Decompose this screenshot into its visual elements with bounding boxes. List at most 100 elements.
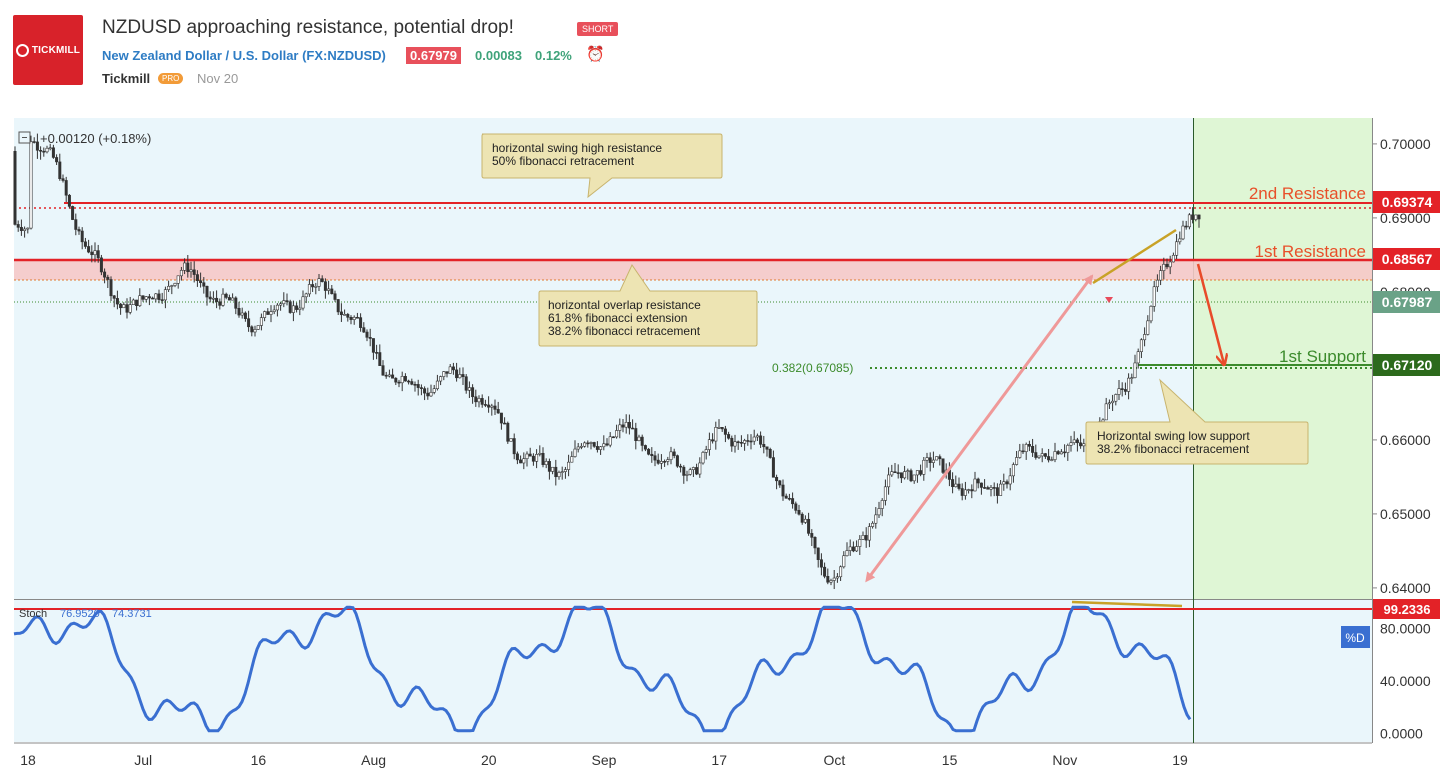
level-badge-r1: 0.68567	[1373, 248, 1440, 270]
candle-body	[679, 465, 683, 468]
annotation-swing-high[interactable]: horizontal swing high resistance 50% fib…	[481, 133, 723, 199]
candle-body	[272, 309, 276, 312]
candle-body	[864, 535, 868, 541]
candle-body	[733, 441, 737, 447]
support-1-text: 1st Support	[1279, 347, 1366, 366]
candle-body	[157, 293, 161, 300]
symbol-link[interactable]: New Zealand Dollar / U.S. Dollar (FX:NZD…	[102, 48, 386, 63]
candle-body	[138, 295, 142, 306]
candle-body	[1197, 214, 1201, 220]
candle-body	[423, 388, 427, 394]
candle-body	[919, 470, 923, 475]
candle-body	[928, 457, 932, 463]
candle-body	[275, 304, 279, 311]
candle-body	[115, 298, 119, 305]
candle-body	[1075, 439, 1079, 444]
candle-body	[762, 444, 766, 448]
candle-body	[672, 451, 676, 456]
candle-body	[1152, 286, 1156, 307]
candle-body	[29, 141, 33, 229]
candle-body	[87, 246, 91, 253]
divergence-trendline	[1092, 228, 1177, 285]
candle-body	[720, 427, 724, 430]
candle-body	[605, 443, 609, 446]
candle-body	[231, 297, 235, 301]
candle-body	[151, 297, 155, 300]
short-badge: SHORT	[577, 22, 619, 36]
candle-body	[1178, 238, 1182, 243]
candle-body	[1021, 450, 1025, 453]
candle-body	[730, 437, 734, 447]
candle-body	[407, 380, 411, 383]
candle-body	[285, 300, 289, 302]
collapse-toggle[interactable]	[18, 131, 31, 144]
price-tick-label: 0.64000	[1380, 580, 1431, 596]
candle-body	[650, 453, 654, 457]
candle-body	[119, 303, 123, 309]
candle-body	[1072, 439, 1076, 443]
candle-body	[1162, 263, 1166, 271]
candle-body	[522, 458, 526, 464]
price-tick-label: 0.66000	[1380, 432, 1431, 448]
candle-body	[1043, 453, 1047, 457]
candle-body	[99, 257, 103, 273]
candle-body	[586, 442, 590, 445]
candle-body	[509, 438, 513, 442]
candle-body	[941, 458, 945, 473]
candle-body	[1194, 214, 1198, 220]
candle-body	[42, 150, 46, 153]
annotation-1-line2: 50% fibonacci retracement	[492, 154, 635, 168]
candle-body	[675, 455, 679, 467]
candle-body	[221, 293, 225, 306]
candle-body	[218, 301, 222, 306]
author-name[interactable]: Tickmill	[102, 71, 151, 86]
candle-body	[288, 301, 292, 313]
candle-body	[416, 384, 420, 388]
candle-body	[391, 374, 395, 379]
candle-body	[1133, 362, 1137, 378]
candle-body	[643, 445, 647, 450]
candle-body	[1002, 481, 1006, 485]
candle-body	[999, 483, 1003, 496]
candle-body	[922, 459, 926, 475]
time-axis[interactable]: 18 Jul 16 Aug 20 Sep 17 Oct 15 Nov 19	[20, 752, 1188, 768]
candle-body	[925, 457, 929, 461]
candle-body	[768, 448, 772, 458]
candle-body	[1024, 444, 1028, 452]
candle-body	[525, 453, 529, 459]
candle-body	[1175, 241, 1179, 256]
candle-body	[48, 147, 52, 150]
candle-body	[835, 576, 839, 579]
candle-body	[179, 270, 183, 277]
candle-body	[323, 281, 327, 291]
candle-body	[912, 474, 916, 482]
candle-body	[570, 456, 574, 463]
candle-body	[1040, 453, 1044, 457]
candle-body	[435, 380, 439, 389]
candle-body	[1111, 400, 1115, 404]
price-change-pct: 0.12%	[535, 48, 572, 63]
annotation-swing-low[interactable]: Horizontal swing low support 38.2% fibon…	[1085, 378, 1309, 465]
candle-body	[192, 269, 196, 275]
stoch-axis[interactable]: 80.0000 40.0000 0.0000	[1380, 620, 1431, 741]
candle-body	[547, 461, 551, 472]
candle-body	[359, 317, 363, 328]
alarm-clock-icon[interactable]: ⏰	[586, 46, 605, 63]
candle-body	[67, 194, 71, 207]
candle-body	[887, 474, 891, 488]
tickmill-logo[interactable]: TICKMILL	[13, 15, 83, 85]
price-chart[interactable]: +0.00120 (+0.18%) 2nd Resistance 1st Res…	[0, 100, 1449, 781]
candle-body	[301, 296, 305, 309]
stoch-d-badge: %D	[1341, 626, 1370, 648]
candle-body	[778, 480, 782, 486]
candle-body	[1107, 402, 1111, 405]
candle-body	[1191, 214, 1195, 220]
candle-body	[195, 274, 199, 281]
candle-body	[855, 546, 859, 552]
candle-body	[1008, 475, 1012, 485]
candle-body	[224, 293, 228, 298]
forecast-arrow	[1196, 263, 1224, 364]
candle-body	[1069, 442, 1073, 446]
candle-body	[1082, 443, 1086, 447]
annotation-overlap-resistance[interactable]: horizontal overlap resistance 61.8% fibo…	[538, 263, 758, 347]
